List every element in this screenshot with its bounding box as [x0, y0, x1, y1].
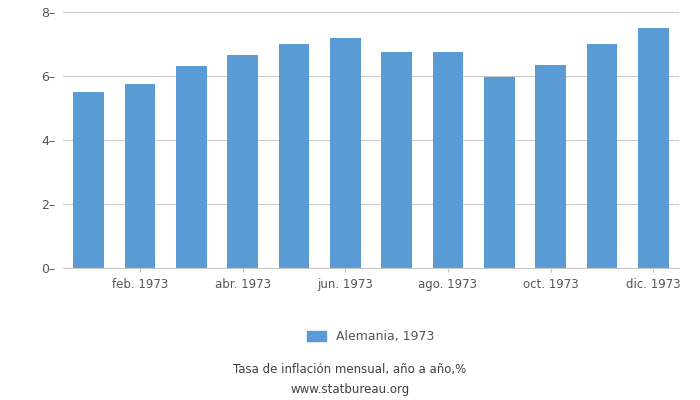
Bar — [536, 65, 566, 268]
Bar — [433, 52, 463, 268]
Bar — [587, 44, 617, 268]
Bar — [330, 38, 360, 268]
Bar — [228, 55, 258, 268]
Bar — [638, 28, 668, 268]
Text: Tasa de inflación mensual, año a año,%: Tasa de inflación mensual, año a año,% — [233, 364, 467, 376]
Legend: Alemania, 1973: Alemania, 1973 — [302, 326, 440, 348]
Bar — [279, 44, 309, 268]
Bar — [382, 52, 412, 268]
Bar — [74, 92, 104, 268]
Bar — [125, 84, 155, 268]
Bar — [176, 66, 206, 268]
Bar — [484, 77, 514, 268]
Text: www.statbureau.org: www.statbureau.org — [290, 384, 410, 396]
